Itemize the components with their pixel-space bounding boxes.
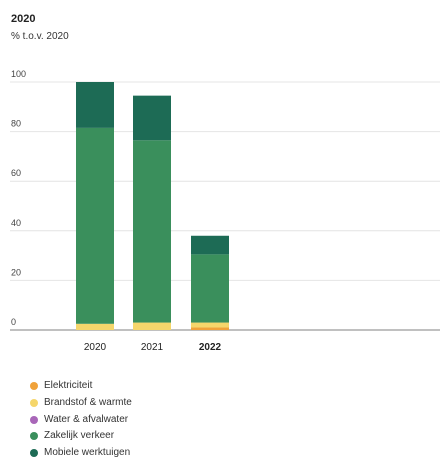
legend-swatch-icon — [30, 432, 38, 441]
y-tick-label: 80 — [11, 119, 21, 129]
bar-segment-2022-brandstof-warmte — [191, 322, 229, 328]
legend-item: Water & afvalwater — [30, 411, 132, 428]
bars — [76, 82, 229, 330]
legend-swatch-icon — [30, 449, 38, 458]
bar-segment-2021-mobiele-werktuigen — [133, 95, 171, 141]
legend-item: Mobiele werktuigen — [30, 445, 132, 461]
y-tick-label: 20 — [11, 267, 21, 277]
legend-label: Water & afvalwater — [44, 413, 129, 425]
legend-label: Brandstof & warmte — [44, 397, 132, 409]
y-tick-label: 40 — [11, 218, 21, 228]
y-tick-label: 100 — [11, 69, 26, 79]
legend-item: Brandstof & warmte — [30, 395, 132, 412]
y-tick-labels: 0 20 40 60 80 100 — [11, 69, 26, 327]
y-tick-label: 0 — [11, 317, 16, 327]
x-tick-label: 2020 — [84, 342, 107, 353]
legend-label: Elektriciteit — [44, 380, 93, 392]
chart-title: 2020 — [11, 13, 36, 25]
legend-swatch-icon — [30, 382, 38, 391]
legend-label: Zakelijk verkeer — [44, 430, 115, 442]
legend-swatch-icon — [30, 399, 38, 408]
bar-segment-2020-mobiele-werktuigen — [76, 82, 114, 128]
legend-swatch-icon — [30, 415, 38, 424]
bar-segment-2021-brandstof-warmte — [133, 322, 171, 330]
bar-segment-2020-zakelijk-verkeer — [76, 127, 114, 324]
y-tick-label: 60 — [11, 168, 21, 178]
legend-item: Zakelijk verkeer — [30, 428, 132, 445]
x-tick-label: 2021 — [141, 342, 164, 353]
chart-subtitle: % t.o.v. 2020 — [11, 31, 69, 42]
bar-segment-2021-zakelijk-verkeer — [133, 140, 171, 323]
legend-label: Mobiele werktuigen — [44, 447, 131, 459]
bar-segment-2022-zakelijk-verkeer — [191, 254, 229, 323]
x-tick-labels: 2020 2021 2022 — [84, 342, 222, 353]
bar-segment-2022-elektriciteit — [191, 327, 229, 330]
chart-plot-area: 0 20 40 60 80 100 2020 2021 2022 — [10, 69, 440, 353]
bar-segment-2020-brandstof-warmte — [76, 323, 114, 330]
x-tick-label: 2022 — [199, 342, 222, 353]
bar-segment-2022-mobiele-werktuigen — [191, 235, 229, 255]
legend-item: Elektriciteit — [30, 378, 132, 395]
legend: Elektriciteit Brandstof & warmte Water & a… — [30, 378, 132, 461]
